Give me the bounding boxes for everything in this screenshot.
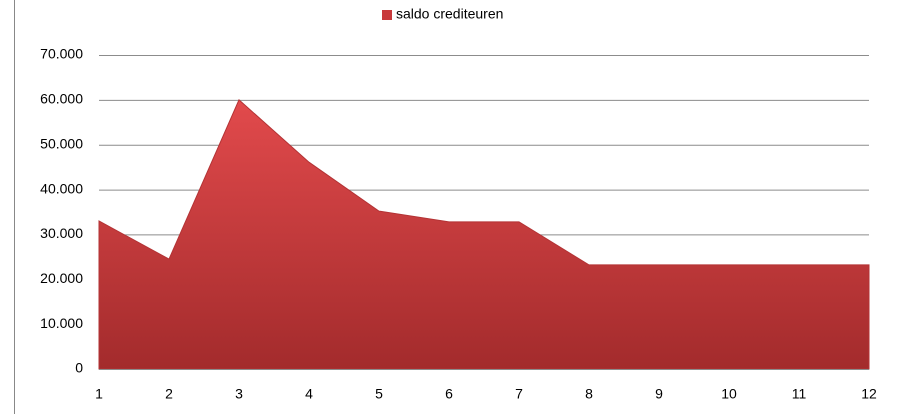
x-tick-label: 7 bbox=[515, 386, 523, 402]
x-tick-label: 1 bbox=[95, 386, 103, 402]
x-tick-label: 3 bbox=[235, 386, 243, 402]
x-tick-label: 2 bbox=[165, 386, 173, 402]
legend-label: saldo crediteuren bbox=[396, 6, 503, 22]
x-tick-label: 8 bbox=[585, 386, 593, 402]
x-tick-label: 12 bbox=[861, 386, 877, 402]
y-tick-label: 60.000 bbox=[40, 91, 83, 107]
y-tick-label: 50.000 bbox=[40, 135, 83, 151]
area bbox=[98, 99, 870, 370]
x-tick-label: 10 bbox=[721, 386, 737, 402]
y-tick-label: 30.000 bbox=[40, 225, 83, 241]
x-tick-label: 9 bbox=[655, 386, 663, 402]
x-tick-label: 4 bbox=[305, 386, 313, 402]
y-tick-label: 10.000 bbox=[40, 315, 83, 331]
x-tick-label: 6 bbox=[445, 386, 453, 402]
y-tick-label: 70.000 bbox=[40, 46, 83, 62]
legend-swatch bbox=[382, 10, 392, 20]
y-tick-label: 0 bbox=[75, 360, 83, 376]
y-tick-label: 20.000 bbox=[40, 270, 83, 286]
y-tick-label: 40.000 bbox=[40, 180, 83, 196]
x-tick-label: 5 bbox=[375, 386, 383, 402]
x-tick-label: 11 bbox=[792, 386, 807, 402]
